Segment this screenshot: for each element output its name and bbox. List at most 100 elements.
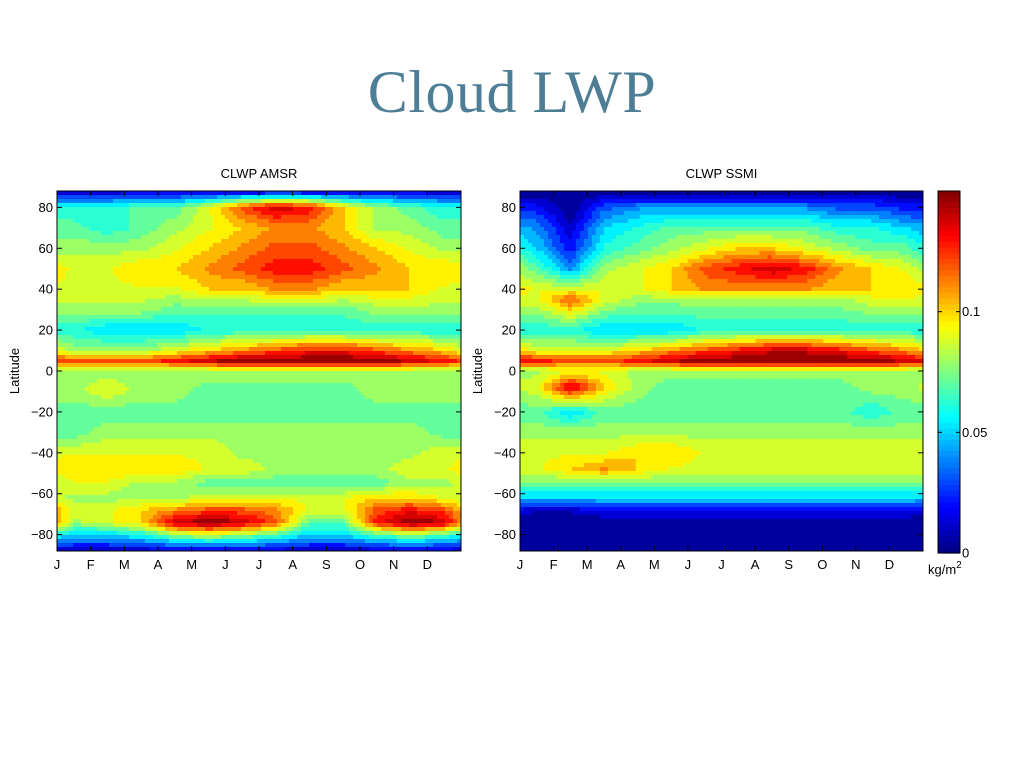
heatmap-cell xyxy=(453,339,458,344)
heatmap-cell xyxy=(61,383,66,388)
heatmap-cell xyxy=(441,263,446,268)
heatmap-cell xyxy=(277,335,282,340)
heatmap-cell xyxy=(165,339,170,344)
heatmap-cell xyxy=(153,339,158,344)
heatmap-cell xyxy=(281,203,286,208)
heatmap-cell xyxy=(161,339,166,344)
heatmap-cell xyxy=(373,199,378,204)
heatmap-cell xyxy=(441,371,446,376)
heatmap-cell xyxy=(309,223,314,228)
heatmap-cell xyxy=(413,275,418,280)
heatmap-cell xyxy=(233,331,238,336)
heatmap-cell xyxy=(89,271,94,276)
heatmap-cell xyxy=(217,331,222,336)
heatmap-cell xyxy=(169,363,174,368)
heatmap-cell xyxy=(297,375,302,380)
heatmap-cell xyxy=(201,331,206,336)
heatmap-cell xyxy=(289,363,294,368)
heatmap-cell xyxy=(457,259,461,264)
heatmap-cell xyxy=(177,243,182,248)
heatmap-cell xyxy=(249,223,254,228)
heatmap-cell xyxy=(177,323,182,328)
heatmap-cell xyxy=(433,243,438,248)
heatmap-cell xyxy=(325,267,330,272)
heatmap-cell xyxy=(109,323,114,328)
heatmap-cell xyxy=(301,371,306,376)
heatmap-cell xyxy=(329,247,334,252)
heatmap-cell xyxy=(177,211,182,216)
heatmap-cell xyxy=(385,379,390,384)
heatmap-cell xyxy=(325,203,330,208)
heatmap-cell xyxy=(217,339,222,344)
heatmap-cell xyxy=(109,191,114,196)
heatmap-cell xyxy=(145,343,150,348)
heatmap-cell xyxy=(137,335,142,340)
heatmap-cell xyxy=(97,379,102,384)
heatmap-cell xyxy=(429,363,434,368)
heatmap-cell xyxy=(389,227,394,232)
heatmap-cell xyxy=(377,255,382,260)
heatmap-cell xyxy=(273,263,278,268)
heatmap-cell xyxy=(149,291,154,296)
heatmap-cell xyxy=(157,227,162,232)
heatmap-cell xyxy=(161,379,166,384)
heatmap-cell xyxy=(405,255,410,260)
heatmap-cell xyxy=(217,335,222,340)
heatmap-cell xyxy=(105,327,110,332)
heatmap-cell xyxy=(61,343,66,348)
heatmap-cell xyxy=(261,331,266,336)
heatmap-cell xyxy=(365,191,370,196)
heatmap-cell xyxy=(281,283,286,288)
heatmap-cell xyxy=(285,319,290,324)
heatmap-cell xyxy=(81,335,86,340)
heatmap-cell xyxy=(217,231,222,236)
heatmap-cell xyxy=(205,379,210,384)
heatmap-cell xyxy=(313,259,318,264)
heatmap-cell xyxy=(205,343,210,348)
heatmap-cell xyxy=(149,223,154,228)
heatmap-cell xyxy=(449,323,454,328)
heatmap-cell xyxy=(401,319,406,324)
heatmap-cell xyxy=(253,251,258,256)
heatmap-cell xyxy=(141,243,146,248)
heatmap-cell xyxy=(213,219,218,224)
heatmap-cell xyxy=(109,383,114,388)
heatmap-cell xyxy=(89,231,94,236)
heatmap-cell xyxy=(269,251,274,256)
heatmap-cell xyxy=(437,211,442,216)
heatmap-cell xyxy=(89,327,94,332)
heatmap-cell xyxy=(313,215,318,220)
heatmap-cell xyxy=(69,347,74,352)
heatmap-cell xyxy=(117,251,122,256)
heatmap-cell xyxy=(333,287,338,292)
heatmap-cell xyxy=(301,231,306,236)
heatmap-cell xyxy=(101,219,106,224)
heatmap-cell xyxy=(157,195,162,200)
heatmap-cell xyxy=(113,387,118,392)
heatmap-cell xyxy=(245,267,250,272)
heatmap-cell xyxy=(125,211,130,216)
heatmap-cell xyxy=(65,347,70,352)
heatmap-cell xyxy=(313,271,318,276)
heatmap-cell xyxy=(77,363,82,368)
heatmap-cell xyxy=(145,371,150,376)
heatmap-cell xyxy=(253,283,258,288)
heatmap-cell xyxy=(189,303,194,308)
heatmap-cell xyxy=(201,307,206,312)
heatmap-cell xyxy=(161,367,166,372)
heatmap-cell xyxy=(117,211,122,216)
heatmap-cell xyxy=(129,275,134,280)
heatmap-cell xyxy=(133,351,138,356)
heatmap-cell xyxy=(425,347,430,352)
heatmap-cell xyxy=(417,203,422,208)
heatmap-cell xyxy=(113,299,118,304)
heatmap-cell xyxy=(345,299,350,304)
heatmap-cell xyxy=(201,335,206,340)
heatmap-cell xyxy=(337,259,342,264)
heatmap-cell xyxy=(437,363,442,368)
heatmap-cell xyxy=(405,191,410,196)
heatmap-cell xyxy=(409,343,414,348)
heatmap-cell xyxy=(357,259,362,264)
heatmap-cell xyxy=(105,211,110,216)
heatmap-cell xyxy=(421,335,426,340)
